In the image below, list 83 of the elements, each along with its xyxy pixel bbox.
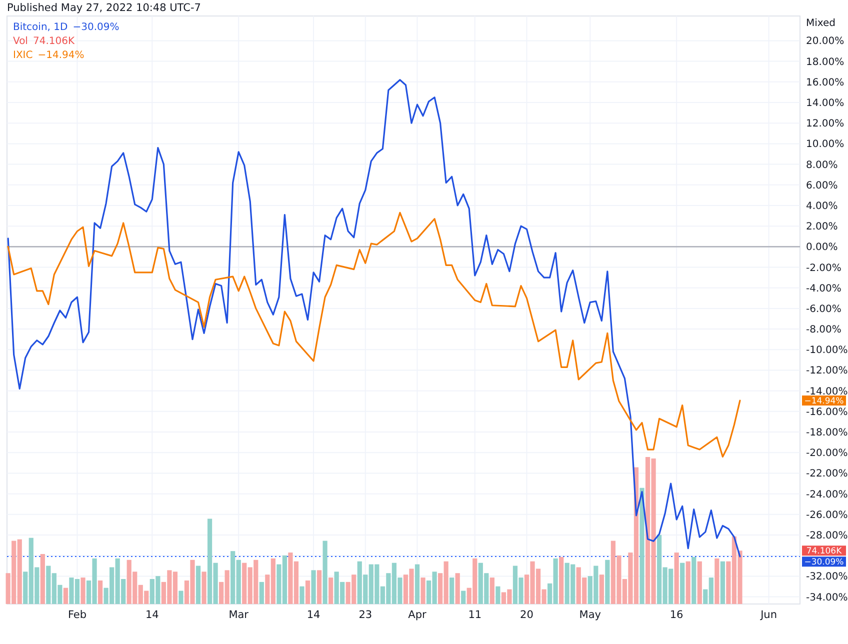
y-tick-label: -6.00%: [806, 304, 842, 315]
annotation: −30.09%: [72, 22, 120, 33]
bar: [259, 582, 264, 604]
bar: [490, 578, 494, 604]
x-tick-label: May: [579, 609, 601, 621]
y-tick-label: 4.00%: [806, 200, 838, 212]
y-tick-label: -14.00%: [806, 386, 848, 398]
x-tick-label: 11: [468, 609, 482, 621]
bar: [559, 556, 564, 604]
y-tick-label: 2.00%: [806, 222, 838, 233]
x-tick-label: Mar: [228, 609, 250, 621]
bar: [455, 573, 460, 604]
bar: [63, 588, 68, 604]
chart-title: Published May 27, 2022 10:48 UTC-7: [7, 2, 201, 14]
y-tick-label: -26.00%: [806, 510, 848, 521]
bar: [196, 566, 201, 604]
y-tick-label: -4.00%: [806, 283, 842, 294]
x-tick-label: 16: [670, 609, 684, 621]
bar: [420, 578, 426, 604]
bar: [98, 580, 103, 604]
bar: [414, 564, 420, 604]
y-tick-label: 18.00%: [806, 56, 844, 68]
bar: [692, 556, 696, 604]
y-tick-label: -34.00%: [806, 592, 848, 604]
y-tick-label: -20.00%: [806, 448, 848, 460]
bar: [680, 562, 685, 604]
text: 74.106K: [32, 36, 75, 47]
bar: [640, 488, 644, 604]
bar: [328, 578, 334, 604]
text: IXIC: [13, 50, 33, 61]
bar: [305, 580, 310, 604]
y-tick-label: 10.00%: [806, 139, 844, 150]
x-tick-label: 23: [358, 609, 372, 621]
y-tick-label: 16.00%: [806, 77, 844, 88]
bar: [674, 552, 679, 604]
y-tick-label: -28.00%: [806, 530, 848, 542]
x-tick-label: 14: [306, 609, 321, 621]
bar: [605, 560, 610, 604]
bar: [316, 570, 322, 604]
y-tick-label: 14.00%: [806, 98, 844, 109]
y-tick-label: 6.00%: [806, 180, 838, 192]
bar: [322, 540, 328, 604]
bar: [496, 586, 500, 604]
bar: [697, 561, 702, 604]
line-series: [7, 79, 741, 558]
bar: [599, 574, 604, 604]
x-tick-label: Apr: [408, 609, 428, 621]
x-tick-label: 20: [520, 609, 534, 621]
y-tick-label: 20.00%: [806, 36, 844, 48]
y-tick-label: -12.00%: [806, 366, 848, 377]
y-tick-label: -2.00%: [806, 262, 842, 274]
y-tick-label: 12.00%: [806, 118, 844, 130]
text: −14.94%: [804, 396, 844, 406]
bar: [178, 590, 184, 604]
bar: [450, 578, 454, 604]
bar: [461, 590, 466, 604]
y-tick-label: -32.00%: [806, 572, 848, 583]
bar: [686, 561, 690, 604]
line-series: [7, 212, 741, 458]
y-tick-label: -10.00%: [806, 345, 848, 356]
x-tick-label: Jun: [760, 609, 777, 621]
annotation: −14.94%: [38, 50, 84, 61]
y-tick-label: -22.00%: [806, 468, 848, 480]
bar: [300, 586, 304, 604]
bar: [40, 554, 45, 604]
y-axis-title: Mixed: [806, 18, 836, 29]
bar: [714, 558, 720, 604]
text: Bitcoin, 1D: [13, 22, 68, 33]
x-tick-label: 14: [145, 609, 160, 621]
y-tick-label: 8.00%: [806, 160, 838, 171]
y-tick-label: -16.00%: [806, 406, 848, 418]
text: 74.106K: [806, 546, 842, 557]
y-tick-label: -18.00%: [806, 428, 848, 439]
bar: [80, 578, 86, 604]
y-tick-label: 0.00%: [806, 242, 838, 254]
text: Vol: [13, 36, 28, 47]
x-tick-label: Feb: [68, 609, 87, 621]
text: −30.09%: [804, 558, 844, 568]
bar: [311, 570, 316, 604]
y-tick-label: -24.00%: [806, 489, 848, 500]
y-tick-label: -8.00%: [806, 324, 842, 336]
bar: [202, 572, 206, 604]
bar: [720, 561, 725, 604]
